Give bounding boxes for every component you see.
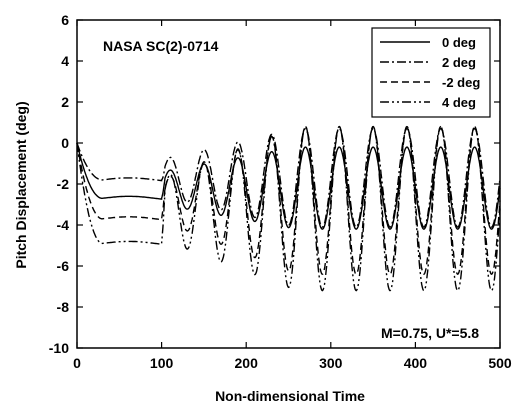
y-tick-label: -10 <box>49 340 69 356</box>
axis-ticks: 0 100 200 300 400 500 -10 -8 -6 -4 -2 0 2 4 6 <box>49 12 512 371</box>
y-tick-label: -8 <box>57 299 70 315</box>
x-axis-label: Non-dimensional Time <box>215 388 365 404</box>
y-tick-label: -6 <box>57 258 70 274</box>
series-line-4-deg <box>76 125 501 292</box>
x-tick-label: 200 <box>235 355 259 371</box>
series-line--2-deg <box>76 125 501 275</box>
y-tick-label: 4 <box>61 53 69 69</box>
series-group <box>76 125 501 292</box>
y-tick-label: 6 <box>61 12 69 28</box>
legend-box <box>371 27 491 118</box>
y-tick-label: -2 <box>57 176 70 192</box>
legend: 0 deg 2 deg -2 deg 4 deg <box>371 27 491 118</box>
legend-label: 0 deg <box>442 35 476 50</box>
x-tick-label: 0 <box>73 355 81 371</box>
x-tick-label: 300 <box>319 355 343 371</box>
series-line-0-deg <box>76 142 501 230</box>
y-tick-label: -4 <box>57 217 70 233</box>
airfoil-annotation: NASA SC(2)-0714 <box>103 38 219 54</box>
legend-label: 4 deg <box>442 95 476 110</box>
y-tick-label: 2 <box>61 94 69 110</box>
conditions-annotation: M=0.75, U*=5.8 <box>381 325 479 341</box>
y-tick-label: 0 <box>61 135 69 151</box>
y-axis-label: Pitch Displacement (deg) <box>13 101 29 268</box>
legend-label: 2 deg <box>442 55 476 70</box>
x-tick-label: 100 <box>150 355 174 371</box>
x-tick-label: 500 <box>488 355 512 371</box>
x-tick-label: 400 <box>404 355 428 371</box>
plot-area: 0 100 200 300 400 500 -10 -8 -6 -4 -2 0 2 4 6 <box>49 12 512 371</box>
legend-label: -2 deg <box>442 75 480 90</box>
